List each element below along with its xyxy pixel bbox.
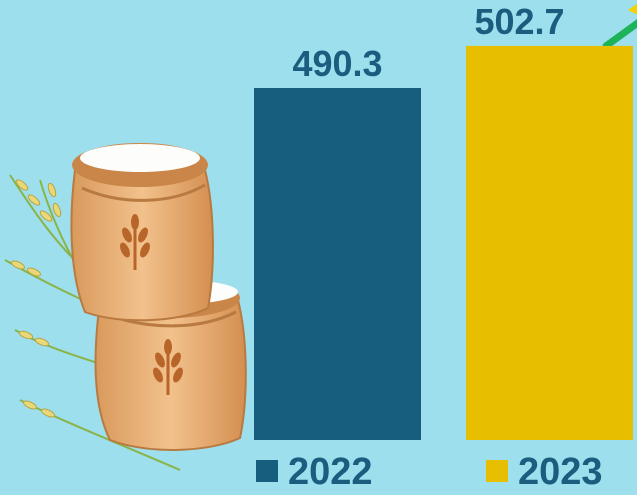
value-labels-layer: 490.3 502.7 (292, 1, 564, 84)
wheat-emblem-icon (120, 214, 150, 270)
bar-2022 (254, 88, 421, 440)
bars-layer (254, 45, 633, 440)
legend-label-2023: 2023 (518, 451, 603, 493)
bar-2023 (466, 45, 633, 440)
legend-swatch-2022 (256, 460, 278, 482)
data-label-2022: 490.3 (292, 43, 382, 84)
legend-label-2022: 2022 (288, 451, 373, 493)
rice-sack-icon (70, 143, 214, 322)
rice-stalk-icon (4, 174, 181, 471)
legend-swatch-2023 (486, 460, 508, 482)
legend: 2022 2023 (256, 451, 603, 493)
data-label-2023: 502.7 (474, 1, 564, 42)
wheat-emblem-icon (153, 339, 183, 395)
trend-arrow-icon (602, 4, 637, 50)
